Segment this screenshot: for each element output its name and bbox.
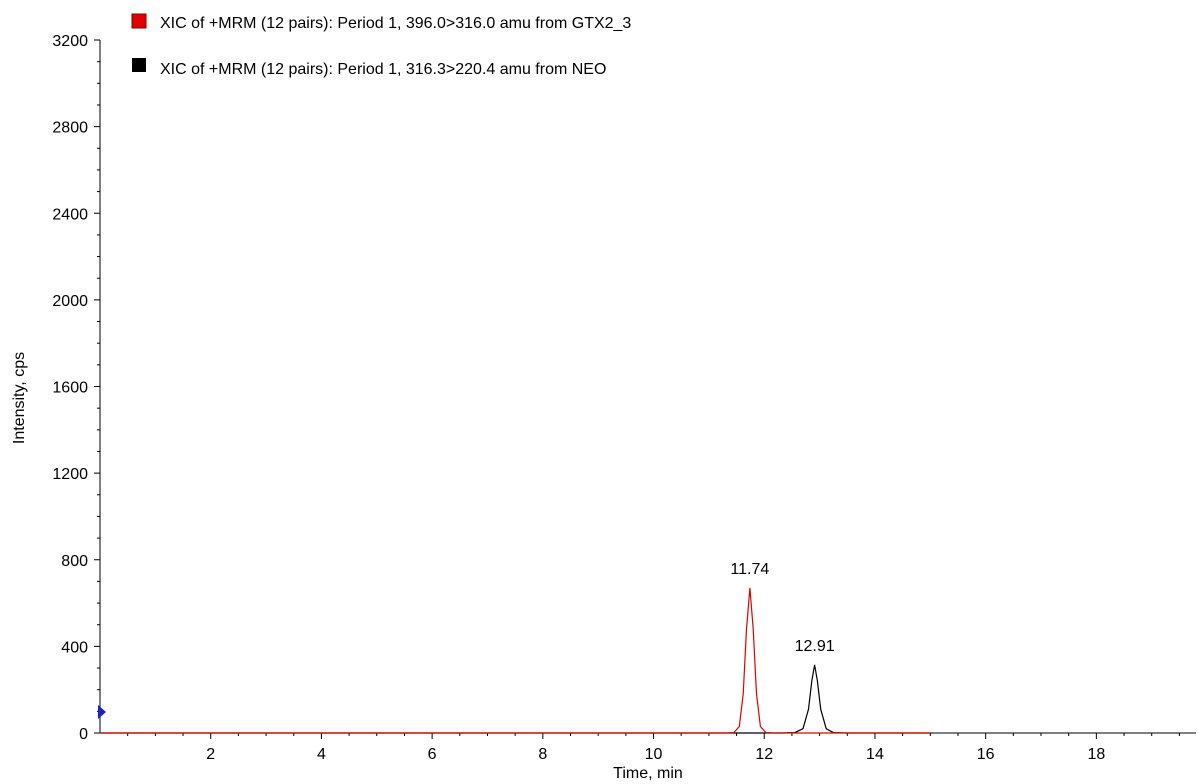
legend: XIC of +MRM (12 pairs): Period 1, 396.0>… bbox=[131, 13, 631, 78]
y-tick-label: 2800 bbox=[52, 120, 88, 137]
y-tick-label: 3200 bbox=[52, 33, 88, 50]
legend-label-gtx2-3: XIC of +MRM (12 pairs): Period 1, 396.0>… bbox=[160, 15, 631, 32]
x-tick-label: 18 bbox=[1087, 746, 1105, 763]
legend-swatch-gtx2-3 bbox=[131, 13, 147, 29]
x-tick-label: 16 bbox=[977, 746, 995, 763]
y-axis-title: Intensity, cps bbox=[11, 352, 28, 444]
x-tick-label: 4 bbox=[317, 746, 326, 763]
legend-label-neo: XIC of +MRM (12 pairs): Period 1, 316.3>… bbox=[160, 61, 606, 78]
y-tick-label: 800 bbox=[61, 553, 88, 570]
x-tick-label: 10 bbox=[645, 746, 663, 763]
y-tick-label: 2000 bbox=[52, 293, 88, 310]
y-tick-label: 2400 bbox=[52, 206, 88, 223]
peak-labels: 11.74 12.91 bbox=[730, 561, 834, 655]
x-tick-label: 6 bbox=[428, 746, 437, 763]
y-tick-label: 0 bbox=[79, 726, 88, 743]
y-tick-label: 1200 bbox=[52, 466, 88, 483]
start-marker-icon bbox=[98, 705, 106, 719]
peak-label-1: 12.91 bbox=[795, 638, 835, 655]
x-tick-label: 8 bbox=[538, 746, 547, 763]
y-tick-label: 400 bbox=[61, 639, 88, 656]
series-lines bbox=[100, 587, 931, 734]
peak-label-0: 11.74 bbox=[730, 561, 769, 578]
x-tick-label: 2 bbox=[206, 746, 215, 763]
y-axis-ticks: 0 400 800 1200 1600 2000 2400 2800 3200 bbox=[52, 33, 100, 743]
series-line-0 bbox=[100, 587, 931, 734]
x-axis-ticks: 2 4 6 8 10 12 14 16 18 bbox=[127, 733, 1180, 763]
x-axis-title: Time, min bbox=[613, 765, 683, 782]
x-tick-label: 12 bbox=[755, 746, 773, 763]
legend-swatch-neo bbox=[132, 58, 146, 72]
x-tick-label: 14 bbox=[866, 746, 884, 763]
y-tick-label: 1600 bbox=[52, 380, 88, 397]
